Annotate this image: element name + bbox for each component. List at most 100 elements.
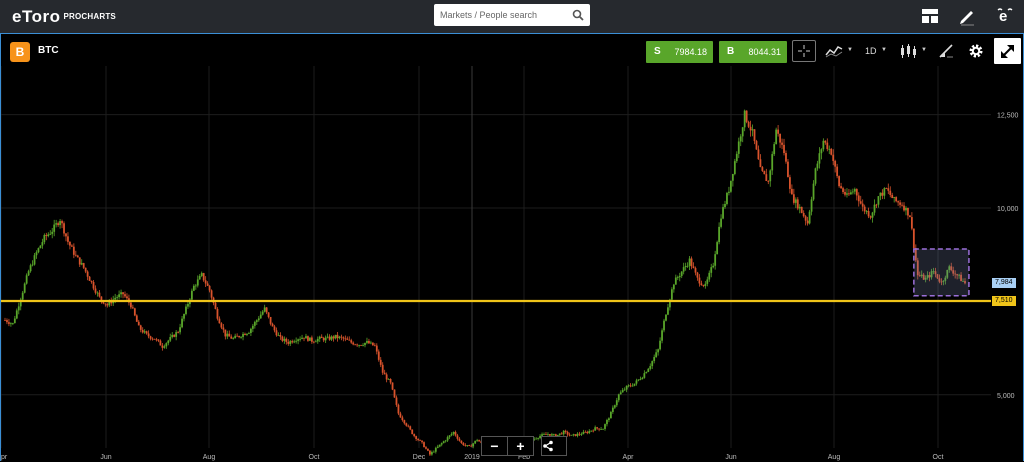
buy-button[interactable]: B 8044.31 bbox=[719, 41, 787, 63]
share-icon bbox=[543, 440, 553, 452]
candle-body bbox=[550, 434, 553, 436]
candle-body bbox=[173, 334, 176, 337]
candlestick-icon bbox=[901, 44, 916, 58]
fullscreen-button[interactable] bbox=[994, 38, 1021, 64]
candle-body bbox=[98, 292, 101, 297]
candle-body bbox=[586, 431, 589, 434]
candle-body bbox=[139, 325, 142, 330]
candle-body bbox=[141, 329, 144, 333]
candle-body bbox=[401, 417, 404, 421]
candle-body bbox=[769, 170, 772, 182]
candle-body bbox=[421, 440, 423, 443]
candle-body bbox=[23, 283, 26, 293]
candle-body bbox=[108, 301, 111, 306]
interval-selector[interactable]: 1D ▼ bbox=[863, 40, 891, 62]
candle-body bbox=[10, 323, 12, 325]
candle-body bbox=[464, 445, 467, 446]
search-input[interactable] bbox=[440, 7, 568, 23]
candle-body bbox=[269, 316, 272, 324]
indicators-button[interactable]: ▼ bbox=[825, 40, 855, 62]
candle-body bbox=[171, 334, 174, 338]
candlestick-chart[interactable]: 12,500 10,000 5,000 pr Jun Aug Oct Dec 2019 Feb Ap… bbox=[1, 66, 1023, 462]
chart-type-button[interactable]: ▼ bbox=[899, 40, 929, 62]
candle-body bbox=[251, 325, 254, 329]
candle-body bbox=[167, 340, 170, 344]
candle-body bbox=[82, 263, 85, 268]
candle-body bbox=[708, 272, 711, 280]
candle-body bbox=[541, 434, 543, 436]
candle-body bbox=[27, 271, 30, 276]
candle-body bbox=[903, 205, 905, 211]
zoom-out-button[interactable]: − bbox=[481, 436, 508, 456]
candle-body bbox=[790, 188, 793, 195]
candle-body bbox=[798, 206, 801, 209]
candle-body bbox=[606, 420, 608, 425]
chart-panel: B BTC S 7984.18 B 8044.31 ▼ 1D ▼ ▼ bbox=[0, 33, 1024, 461]
candle-body bbox=[692, 266, 695, 269]
candle-body bbox=[759, 159, 762, 168]
candle-body bbox=[645, 371, 648, 374]
candle-body bbox=[368, 340, 370, 344]
candle-body bbox=[800, 206, 803, 213]
candle-body bbox=[562, 430, 565, 435]
candle-body bbox=[448, 435, 451, 438]
candle-body bbox=[816, 163, 819, 169]
search-box[interactable] bbox=[434, 4, 590, 26]
candle-body bbox=[590, 430, 593, 432]
candle-body bbox=[47, 234, 50, 237]
candle-body bbox=[629, 385, 632, 387]
drawing-tools-button[interactable] bbox=[936, 40, 958, 62]
candle-body bbox=[566, 431, 569, 435]
candle-body bbox=[922, 274, 925, 280]
candle-body bbox=[954, 273, 957, 275]
candle-body bbox=[419, 439, 421, 441]
candle-body bbox=[438, 444, 441, 447]
etoro-logo[interactable]: eToro PROCHARTS bbox=[12, 7, 116, 27]
search-icon[interactable] bbox=[572, 9, 584, 21]
candle-body bbox=[179, 327, 181, 333]
pencil-icon[interactable] bbox=[957, 6, 977, 26]
candle-body bbox=[409, 426, 412, 430]
crosshair-button[interactable] bbox=[792, 40, 816, 62]
candle-body bbox=[667, 307, 669, 315]
x-tick-label: Oct bbox=[933, 454, 944, 461]
candle-body bbox=[70, 245, 73, 247]
candle-body bbox=[246, 333, 248, 335]
candle-body bbox=[580, 434, 583, 435]
candle-body bbox=[584, 431, 587, 433]
candle-body bbox=[17, 306, 20, 311]
settings-button[interactable] bbox=[965, 40, 987, 62]
candle-body bbox=[706, 279, 709, 284]
candle-body bbox=[932, 271, 935, 273]
candle-body bbox=[413, 434, 416, 437]
candle-body bbox=[901, 204, 903, 206]
candle-body bbox=[96, 292, 99, 294]
layout-icon[interactable] bbox=[920, 6, 940, 26]
candle-body bbox=[69, 241, 71, 246]
candle-body bbox=[383, 372, 386, 375]
candle-body bbox=[653, 357, 656, 362]
candle-body bbox=[283, 338, 286, 341]
candle-body bbox=[763, 170, 766, 175]
candle-body bbox=[598, 428, 600, 430]
price-chart[interactable]: 12,500 10,000 5,000 pr Jun Aug Oct Dec 2019 Feb Ap… bbox=[1, 66, 1023, 462]
sell-button[interactable]: S 7984.18 bbox=[646, 41, 713, 63]
share-button[interactable] bbox=[541, 436, 567, 456]
candle-body bbox=[539, 435, 541, 439]
candle-body bbox=[301, 337, 303, 339]
etoro-e-icon[interactable]: e bbox=[995, 6, 1015, 26]
candle-body bbox=[222, 327, 225, 330]
candle-body bbox=[676, 277, 679, 278]
candle-body bbox=[133, 308, 136, 316]
candle-body bbox=[118, 294, 120, 298]
candle-body bbox=[373, 345, 376, 347]
candle-body bbox=[200, 273, 203, 277]
zoom-in-button[interactable]: + bbox=[508, 436, 534, 456]
candle-body bbox=[375, 345, 378, 352]
candle-body bbox=[348, 339, 351, 341]
candle-body bbox=[828, 148, 831, 150]
candle-body bbox=[370, 342, 372, 344]
candle-body bbox=[19, 299, 22, 307]
candle-body bbox=[881, 192, 884, 196]
candle-body bbox=[15, 310, 18, 319]
